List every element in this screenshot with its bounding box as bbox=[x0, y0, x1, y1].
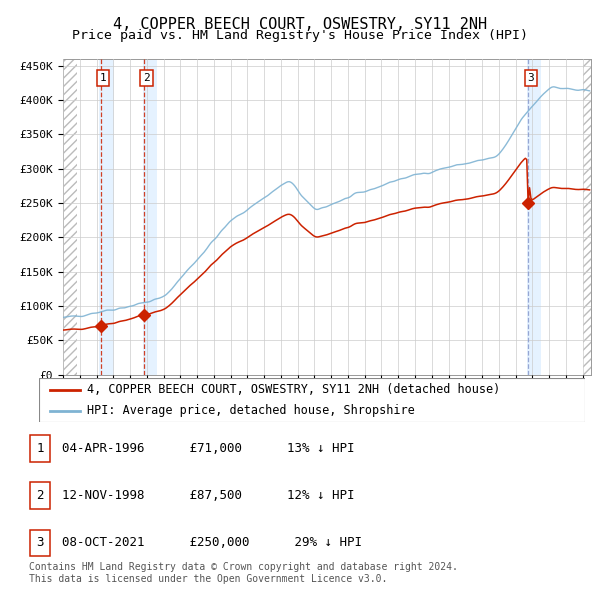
Text: Price paid vs. HM Land Registry's House Price Index (HPI): Price paid vs. HM Land Registry's House … bbox=[72, 30, 528, 42]
Text: 3: 3 bbox=[527, 73, 534, 83]
Bar bbox=[63, 59, 77, 375]
FancyBboxPatch shape bbox=[30, 483, 50, 509]
Text: 04-APR-1996      £71,000      13% ↓ HPI: 04-APR-1996 £71,000 13% ↓ HPI bbox=[62, 442, 355, 455]
Text: 1: 1 bbox=[100, 73, 107, 83]
Text: Contains HM Land Registry data © Crown copyright and database right 2024.
This d: Contains HM Land Registry data © Crown c… bbox=[29, 562, 458, 584]
Bar bbox=[583, 59, 591, 375]
Bar bbox=[100, 59, 113, 375]
Bar bbox=[527, 59, 541, 375]
Text: 2: 2 bbox=[143, 73, 150, 83]
Text: HPI: Average price, detached house, Shropshire: HPI: Average price, detached house, Shro… bbox=[87, 404, 415, 417]
Text: 12-NOV-1998      £87,500      12% ↓ HPI: 12-NOV-1998 £87,500 12% ↓ HPI bbox=[62, 489, 355, 502]
Text: 08-OCT-2021      £250,000      29% ↓ HPI: 08-OCT-2021 £250,000 29% ↓ HPI bbox=[62, 536, 362, 549]
Text: 3: 3 bbox=[37, 536, 44, 549]
Text: 2: 2 bbox=[37, 489, 44, 502]
Text: 4, COPPER BEECH COURT, OSWESTRY, SY11 2NH (detached house): 4, COPPER BEECH COURT, OSWESTRY, SY11 2N… bbox=[87, 384, 500, 396]
Text: 1: 1 bbox=[37, 442, 44, 455]
Bar bbox=[143, 59, 157, 375]
FancyBboxPatch shape bbox=[39, 378, 585, 422]
FancyBboxPatch shape bbox=[30, 435, 50, 461]
FancyBboxPatch shape bbox=[30, 530, 50, 556]
Text: 4, COPPER BEECH COURT, OSWESTRY, SY11 2NH: 4, COPPER BEECH COURT, OSWESTRY, SY11 2N… bbox=[113, 17, 487, 31]
